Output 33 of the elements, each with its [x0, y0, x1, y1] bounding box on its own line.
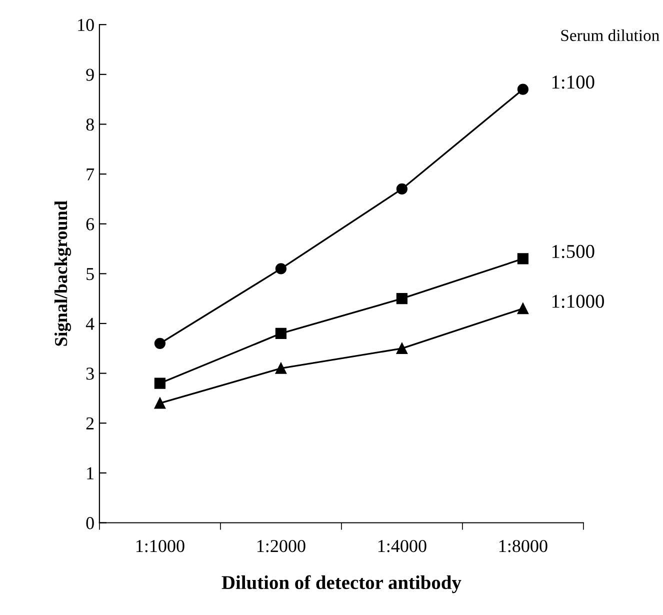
- point: [517, 302, 528, 314]
- point: [396, 183, 408, 195]
- series-label: 1:500: [552, 244, 594, 258]
- y-tick-label: 6: [86, 218, 94, 230]
- y-tick-label: 2: [86, 417, 94, 430]
- point: [275, 328, 286, 340]
- point: [396, 293, 408, 304]
- point: [154, 378, 166, 389]
- series-label: 1:100: [552, 76, 594, 89]
- y-tick-label: 4: [86, 318, 94, 330]
- y-tick-label: 3: [86, 368, 94, 380]
- x-tick-label: 1:8000: [499, 540, 548, 552]
- series-label: 1:1000: [552, 294, 604, 308]
- point: [396, 342, 408, 354]
- point: [154, 338, 166, 349]
- y-tick-label: 5: [86, 268, 94, 280]
- y-axis-title: Signal/background: [54, 200, 71, 346]
- x-tick-label: 1:1000: [136, 540, 184, 552]
- y-tick-label: 1: [87, 467, 94, 480]
- x-axis-title: Dilution of detector antibody: [222, 575, 462, 594]
- y-tick-label: 9: [86, 68, 94, 81]
- y-tick-label: 0: [86, 517, 94, 530]
- point: [517, 84, 528, 95]
- x-tick-label: 1:2000: [257, 540, 306, 552]
- point: [275, 362, 286, 374]
- legend-title: Serum dilution: [561, 29, 660, 42]
- y-tick-label: 8: [86, 118, 94, 131]
- y-tick-label: 7: [86, 168, 94, 180]
- point: [275, 263, 286, 274]
- x-tick-label: 1:4000: [378, 540, 426, 552]
- point: [154, 398, 166, 409]
- point: [517, 253, 528, 264]
- y-tick-label: 10: [78, 18, 94, 32]
